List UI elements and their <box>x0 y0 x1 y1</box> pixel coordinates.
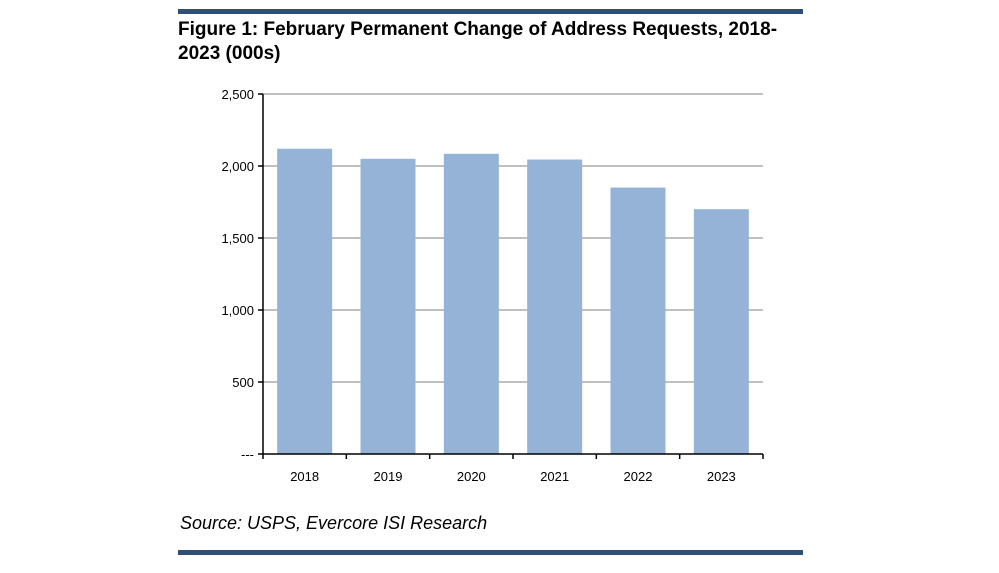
top-rule <box>178 9 803 14</box>
x-tick-label: 2020 <box>457 469 486 484</box>
y-tick-label: --- <box>241 447 254 462</box>
x-tick-label: 2021 <box>540 469 569 484</box>
bar-2020 <box>443 153 499 454</box>
source-note: Source: USPS, Evercore ISI Research <box>180 513 488 533</box>
figure-title: Figure 1: February Permanent Change of A… <box>178 19 778 64</box>
x-tick-label: 2023 <box>707 469 736 484</box>
bar-2019 <box>360 158 416 455</box>
x-tick-label: 2019 <box>374 469 403 484</box>
bar-2021 <box>527 159 583 454</box>
bar-2023 <box>693 209 749 454</box>
bottom-rule <box>178 550 803 555</box>
y-tick-label: 1,500 <box>221 231 254 246</box>
y-tick-label: 2,000 <box>221 159 254 174</box>
y-tick-label: 500 <box>232 375 254 390</box>
y-tick-label: 2,500 <box>221 87 254 102</box>
y-tick-label: 1,000 <box>221 303 254 318</box>
x-tick-label: 2022 <box>624 469 653 484</box>
bar-2022 <box>610 187 666 454</box>
x-tick-label: 2018 <box>290 469 319 484</box>
bar-2018 <box>277 148 333 454</box>
